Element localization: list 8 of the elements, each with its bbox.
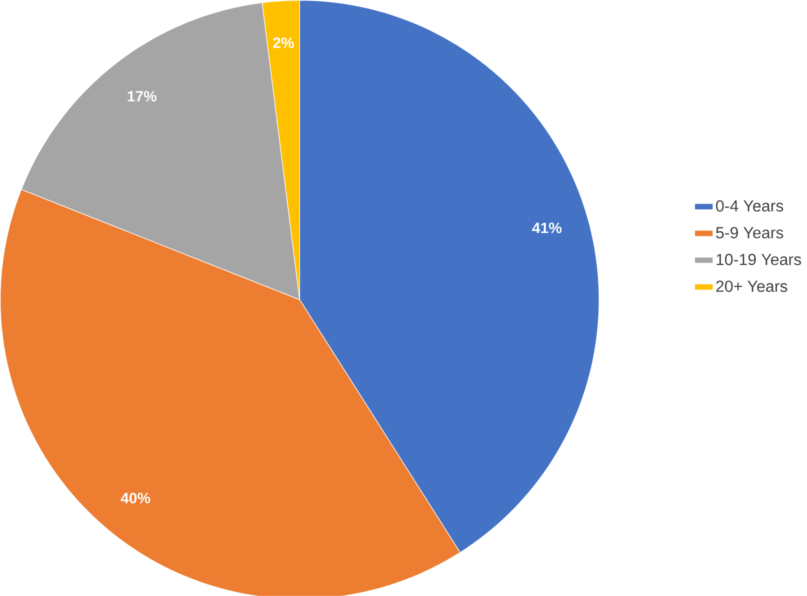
data-label: 17% bbox=[128, 91, 157, 102]
legend-label: 10-19 Years bbox=[716, 254, 802, 266]
legend-label: 0-4 Years bbox=[716, 200, 784, 212]
data-label: 41% bbox=[532, 222, 562, 234]
data-label: 2% bbox=[273, 38, 294, 48]
legend-label: 20+ Years bbox=[716, 280, 788, 292]
data-label: 40% bbox=[120, 492, 150, 504]
legend-label: 5-9 Years bbox=[716, 227, 784, 238]
